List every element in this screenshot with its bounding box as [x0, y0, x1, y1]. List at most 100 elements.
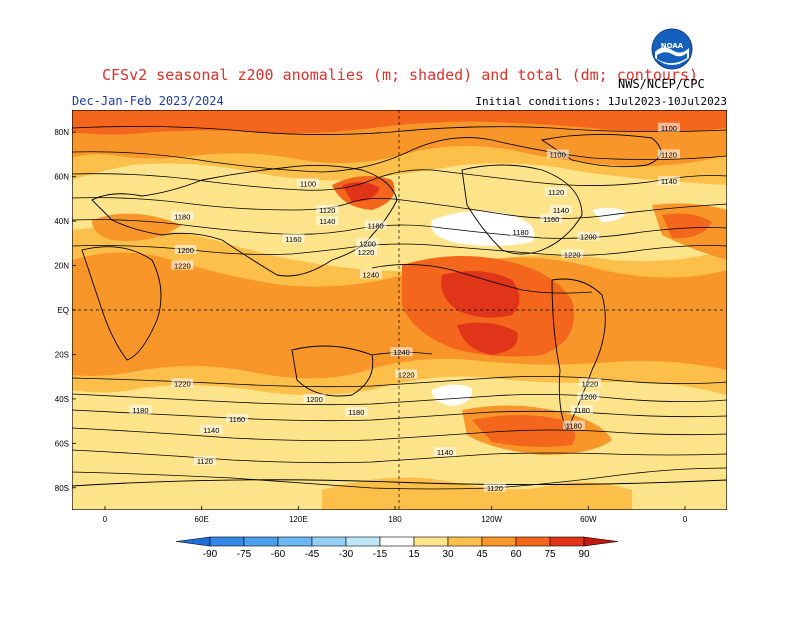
colorbar-swatch — [345, 536, 381, 547]
colorbar-label: -75 — [237, 549, 252, 560]
colorbar-swatch — [243, 536, 279, 547]
contour-label: 1180 — [566, 422, 582, 431]
contour-label-bg — [171, 260, 194, 270]
contour-label: 1140 — [319, 217, 335, 226]
latitude-label: 80S — [55, 484, 69, 493]
contour-label-bg — [129, 405, 152, 414]
latitude-label: 40N — [54, 217, 69, 226]
contour-label-bg — [359, 269, 382, 279]
anomaly-map: 1100112011401180120012201100112011401160… — [72, 110, 727, 510]
contour-label: 1220 — [582, 379, 599, 388]
contour-label-bg — [356, 238, 379, 248]
colorbar-label: 30 — [442, 549, 454, 560]
agency-label: NWS/NCEP/CPC — [618, 77, 705, 91]
contour-label: 1120 — [487, 484, 503, 493]
contour-label-bg — [390, 347, 413, 357]
contour-label-bg — [657, 122, 680, 132]
contour-label: 1160 — [543, 215, 559, 224]
season-label: Dec-Jan-Feb 2023/2024 — [72, 94, 224, 108]
contour-label: 1120 — [661, 150, 677, 159]
longitude-label: 120W — [481, 515, 502, 524]
contour-label-bg — [226, 413, 249, 423]
colorbar-swatch — [413, 536, 449, 547]
contour-label: 1220 — [398, 370, 415, 379]
contour-label: 1200 — [177, 246, 194, 255]
colorbar-swatch — [209, 536, 245, 547]
contour-label-bg — [578, 378, 601, 388]
reference-lines — [72, 110, 727, 510]
longitude-label: 120E — [289, 515, 308, 524]
contour-label: 1240 — [362, 270, 379, 279]
contour-label-bg — [200, 425, 223, 434]
contour-label-bg — [345, 407, 368, 417]
contour-label: 1200 — [359, 239, 376, 248]
contour-label-bg — [577, 231, 600, 241]
colorbar-swatch — [379, 536, 415, 547]
initial-conditions-label: Initial conditions: 1Jul2023-10Jul2023 — [475, 95, 727, 108]
latitude-label: EQ — [57, 306, 69, 315]
latitude-label: 20S — [55, 350, 69, 359]
contour-label-bg — [657, 176, 680, 186]
contour-label-bg — [171, 211, 194, 221]
contour-label-bg — [509, 227, 532, 237]
colorbar-swatch — [277, 536, 313, 547]
contour-label-bg — [174, 245, 197, 254]
contour-label: 1140 — [553, 206, 569, 215]
contour-label: 1160 — [229, 415, 245, 424]
contour-label-bg — [483, 482, 506, 492]
contour-label-bg — [193, 456, 216, 466]
colorbar-swatch — [447, 536, 483, 547]
contour-label-bg — [577, 391, 600, 401]
colorbar-label: -15 — [373, 549, 388, 560]
colorbar-label: -30 — [339, 549, 354, 560]
contour-label-bg — [303, 393, 326, 403]
coastlines — [72, 133, 727, 487]
colorbar-arrow-left — [175, 536, 211, 547]
contour-label: 1120 — [548, 188, 564, 197]
contour-label: 1220 — [174, 262, 191, 271]
contour-label: 1120 — [319, 206, 335, 215]
latitude-label: 80N — [54, 128, 69, 137]
colorbar-swatch — [481, 536, 517, 547]
contour-label: 1220 — [358, 248, 375, 257]
latitude-label: 60S — [55, 439, 69, 448]
svg-text:NOAA: NOAA — [661, 42, 684, 50]
contour-label: 1140 — [203, 426, 219, 435]
contour-label-bg — [316, 216, 339, 226]
contour-label: 1160 — [285, 235, 301, 244]
contour-label: 1100 — [661, 124, 677, 133]
colorbar: -90 -75 -60 -45 -30 -15 15 30 45 60 75 90 — [175, 536, 619, 560]
contour-label: 1220 — [174, 379, 191, 388]
contour-label: 1120 — [197, 457, 213, 466]
latitude-label: 20N — [54, 262, 69, 271]
contour-label-bg — [540, 213, 563, 223]
longitude-label: 0 — [103, 515, 108, 524]
colorbar-swatch — [311, 536, 347, 547]
longitude-label: 180 — [388, 515, 402, 524]
latitude-label: 60N — [54, 173, 69, 182]
colorbar-arrow-right — [583, 536, 619, 547]
contour-label: 1180 — [574, 406, 590, 415]
latitude-label: 40S — [55, 395, 69, 404]
colorbar-label: -90 — [203, 549, 218, 560]
longitude-label: 0 — [683, 515, 688, 524]
contour-labels: 1100112011401180120012201100112011401160… — [129, 122, 680, 493]
anomaly-shading-75-90 — [342, 182, 520, 355]
colorbar-swatch — [549, 536, 585, 547]
colorbar-labels: -90 -75 -60 -45 -30 -15 15 30 45 60 75 90 — [203, 549, 590, 560]
colorbar-label: -45 — [305, 549, 320, 560]
contour-label: 1240 — [393, 348, 410, 357]
contour-label: 1180 — [348, 408, 364, 417]
contour-label: 1140 — [661, 177, 677, 186]
contour-label: 1200 — [306, 395, 323, 404]
contour-label-bg — [297, 178, 319, 188]
contour-label-bg — [561, 249, 584, 259]
colorbar-label: 75 — [544, 549, 556, 560]
contour-label: 1180 — [368, 222, 384, 231]
contour-label: 1220 — [564, 250, 581, 259]
anomaly-shading-60-75 — [72, 110, 727, 447]
contour-label: 1180 — [132, 406, 148, 415]
longitude-label: 60W — [580, 515, 597, 524]
contour-label: 1100 — [300, 179, 316, 188]
height-contours — [72, 126, 727, 490]
